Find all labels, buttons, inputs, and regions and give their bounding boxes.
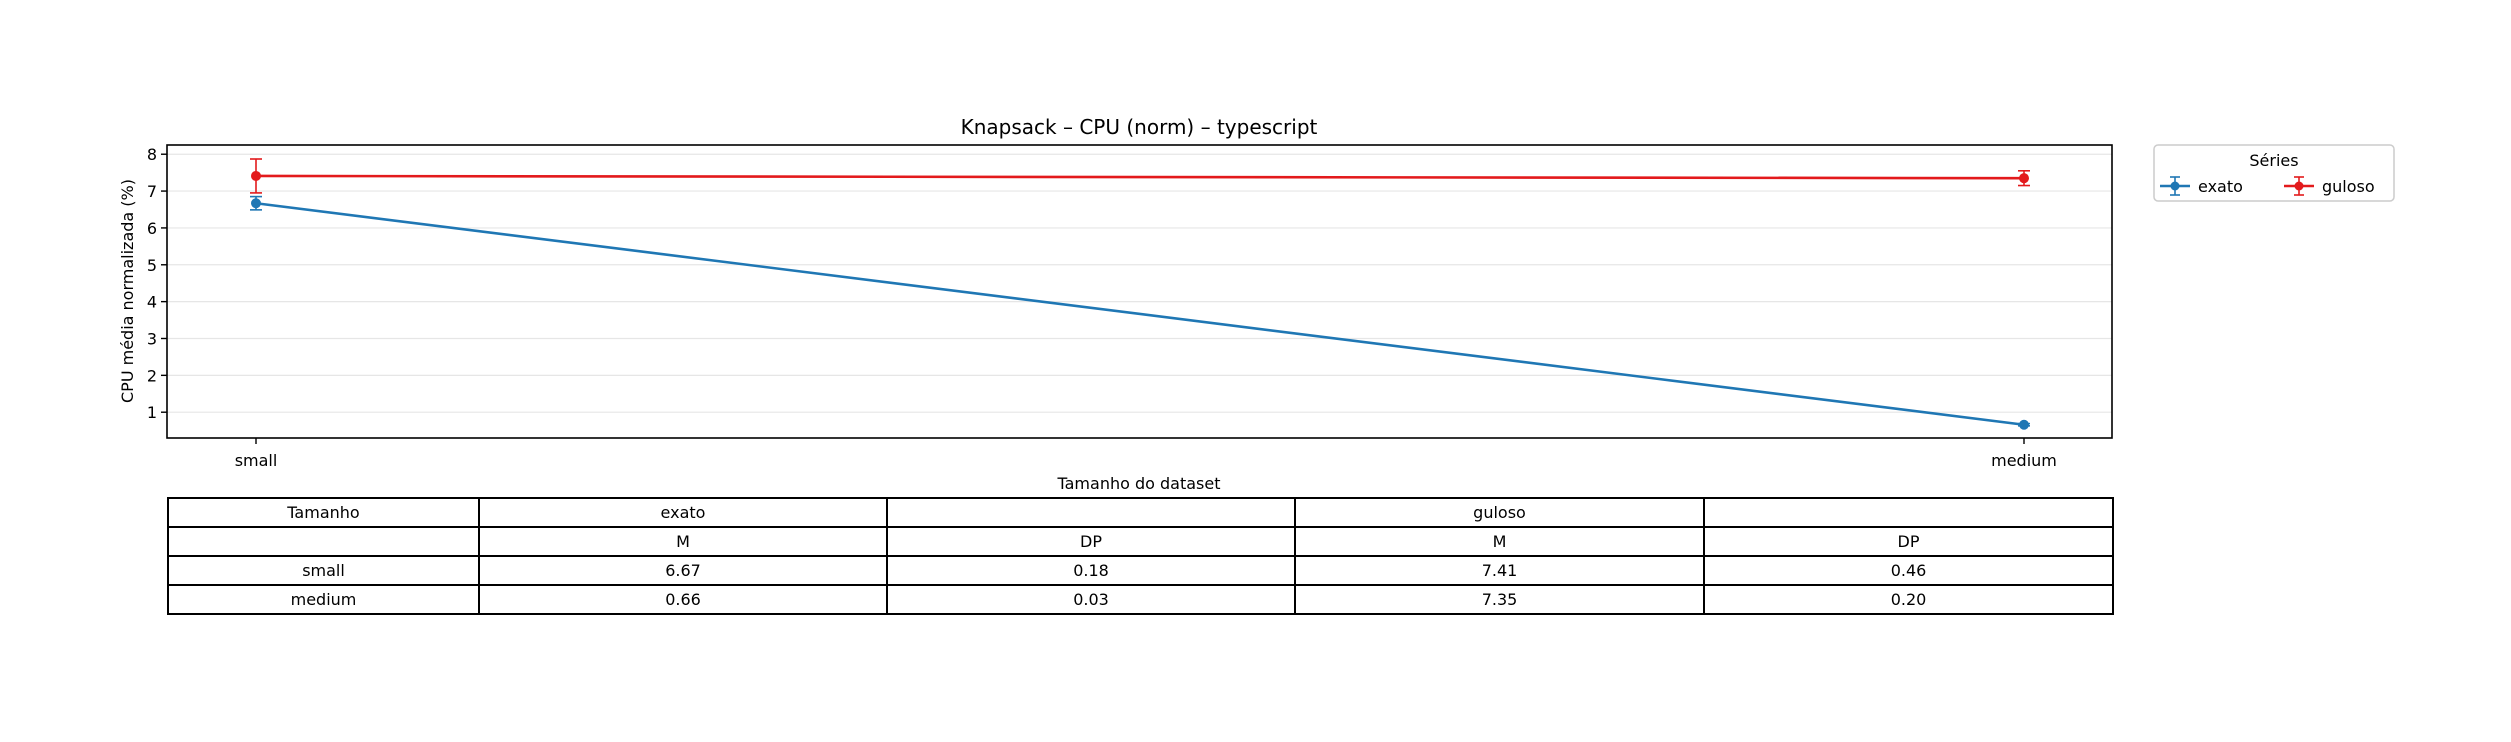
table-cell: 0.66 [478,584,888,615]
series-line [255,174,2025,180]
table-cell: Tamanho [167,497,480,528]
y-tick-label: 2 [147,366,157,385]
legend-marker [2170,181,2180,191]
table-cell: M [478,526,888,557]
table-cell: 7.35 [1294,584,1705,615]
legend-item-guloso: guloso [2284,176,2375,196]
table-cell: DP [1703,526,2114,557]
legend-title: Séries [2249,151,2298,170]
table-cell: small [167,555,480,586]
data-point [251,170,261,181]
data-point [2019,173,2029,184]
table-cell: DP [886,526,1296,557]
table-cell: 0.20 [1703,584,2114,615]
series-exato [250,195,2030,430]
table-cell: 6.67 [478,555,888,586]
plot-frame [166,144,2113,439]
data-point [2019,419,2029,430]
legend-frame [2153,144,2395,202]
table-row: small 6.67 0.18 7.41 0.46 [167,555,2114,586]
table-cell [167,526,480,557]
chart-title: Knapsack – CPU (norm) – typescript [961,115,1318,139]
data-point [251,198,261,209]
y-tick-label: 6 [147,219,157,238]
y-axis-label: CPU média normalizada (%) [118,179,137,403]
table-row: medium 0.66 0.03 7.35 0.20 [167,584,2114,615]
table-header-row: Tamanho exato guloso [167,497,2114,528]
legend: Séries exato guloso [2153,144,2395,202]
table-subheader-row: M DP M DP [167,526,2114,557]
y-tick-label: 1 [147,403,157,422]
legend-items: exato guloso [2160,176,2375,196]
table-cell: guloso [1294,497,1705,528]
summary-table: Tamanho exato guloso M DP M DP small 6.67 0.18 7.4… [167,497,2114,615]
series-line [255,201,2025,427]
legend-marker [2294,181,2304,191]
grid-lines [167,153,2112,413]
table-cell: M [1294,526,1705,557]
table-cell: 0.03 [886,584,1296,615]
table-cell: 0.46 [1703,555,2114,586]
table-cell: medium [167,584,480,615]
legend-label: guloso [2322,177,2375,196]
table-cell: 7.41 [1294,555,1705,586]
y-axis: 1 2 3 4 5 6 7 8 [147,145,167,422]
x-tick-label: medium [1991,451,2057,470]
x-axis-label: Tamanho do dataset [1057,474,1221,493]
y-tick-label: 7 [147,182,157,201]
x-axis: small medium [235,438,2057,470]
y-tick-label: 8 [147,145,157,164]
table-cell: exato [478,497,888,528]
table-cell: 0.18 [886,555,1296,586]
table-cell [1703,497,2114,528]
summary-table-body: Tamanho exato guloso M DP M DP small 6.67 0.18 7.4… [167,497,2114,615]
legend-label: exato [2198,177,2243,196]
legend-item-exato: exato [2160,176,2243,196]
table-cell [886,497,1296,528]
series-guloso [250,158,2030,194]
x-tick-label: small [235,451,278,470]
series-layer [250,158,2030,430]
y-tick-label: 3 [147,329,157,348]
y-tick-label: 4 [147,293,157,312]
y-tick-label: 5 [147,256,157,275]
